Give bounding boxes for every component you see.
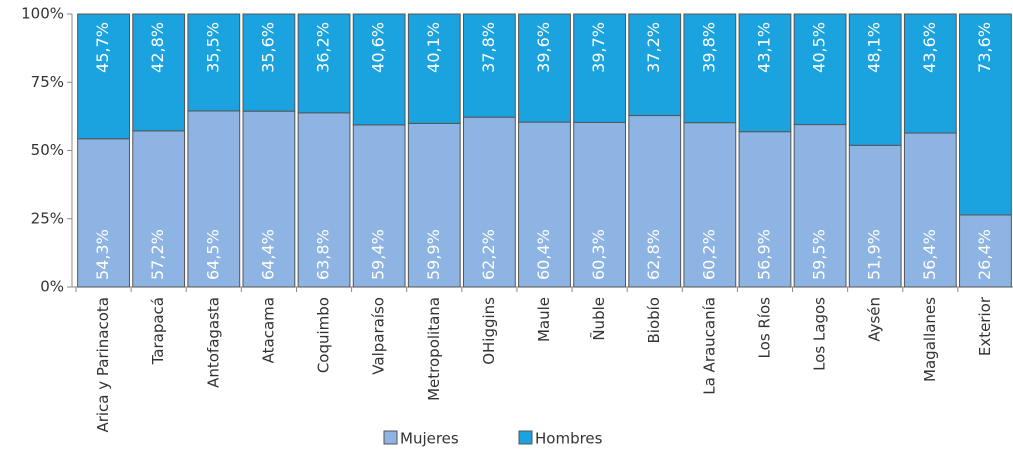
value-label: 43,1% xyxy=(754,22,773,73)
value-label: 35,5% xyxy=(203,22,222,73)
x-tick-label: OHiggins xyxy=(480,297,498,365)
bar-segment xyxy=(462,13,516,118)
bar-segment xyxy=(683,13,737,124)
bar-segment xyxy=(848,13,902,146)
value-label: 60,2% xyxy=(699,229,718,280)
value-label: 64,4% xyxy=(258,229,277,280)
bar-segment xyxy=(903,13,957,134)
value-label: 26,4% xyxy=(975,229,994,280)
bar-segment xyxy=(959,13,1012,216)
x-tick-label: Ñuble xyxy=(589,297,608,341)
x-tick-label: Biobío xyxy=(645,297,663,344)
value-label: 36,2% xyxy=(314,22,333,73)
value-label: 40,5% xyxy=(810,22,829,73)
bar-segment xyxy=(518,13,571,123)
bar-segment xyxy=(793,124,847,288)
value-label: 62,2% xyxy=(479,229,498,280)
value-label: 59,9% xyxy=(424,229,443,280)
value-label: 37,8% xyxy=(479,22,498,73)
legend-swatch xyxy=(518,430,533,445)
value-label: 45,7% xyxy=(93,22,112,73)
value-label: 42,8% xyxy=(148,22,167,73)
x-tick-label: Aysén xyxy=(866,297,884,342)
bar-segment xyxy=(187,13,241,112)
y-tick-label: 75% xyxy=(31,73,64,91)
bar-segment xyxy=(793,13,847,126)
x-tick-label: Atacama xyxy=(259,297,277,363)
x-tick-label: Valparaíso xyxy=(370,297,388,375)
value-label: 39,7% xyxy=(589,22,608,73)
value-label: 35,6% xyxy=(258,22,277,73)
x-tick-label: Metropolitana xyxy=(425,297,443,401)
bar-segment xyxy=(573,121,627,288)
bar-segment xyxy=(352,124,406,288)
bar-segment xyxy=(407,13,461,124)
value-label: 39,6% xyxy=(534,22,553,73)
y-tick-label: 100% xyxy=(21,5,64,23)
x-tick-label: Coquimbo xyxy=(315,297,333,373)
value-label: 51,9% xyxy=(865,229,884,280)
bar-segment xyxy=(573,13,627,123)
value-label: 56,4% xyxy=(920,229,939,280)
legend-swatch xyxy=(383,430,398,445)
value-label: 62,8% xyxy=(644,229,663,280)
value-label: 54,3% xyxy=(93,229,112,280)
bar-segment xyxy=(683,122,737,288)
x-tick-label: Tarapacá xyxy=(149,297,167,365)
x-tick-label: Los Lagos xyxy=(811,297,829,371)
x-tick-label: Los Ríos xyxy=(755,297,773,359)
bar-segment xyxy=(628,115,682,288)
bar-segment xyxy=(407,122,461,288)
value-label: 59,5% xyxy=(810,229,829,280)
bar-segment xyxy=(959,214,1012,288)
x-tick-label: Maule xyxy=(535,297,553,342)
y-tick-label: 0% xyxy=(40,278,64,296)
x-tick-label: Antofagasta xyxy=(204,297,222,388)
bar-segment xyxy=(297,112,351,288)
value-label: 39,8% xyxy=(699,22,718,73)
value-label: 73,6% xyxy=(975,22,994,73)
bar-segment xyxy=(187,110,241,288)
y-tick-label: 25% xyxy=(31,209,64,227)
bar-segment xyxy=(628,13,682,117)
value-label: 43,6% xyxy=(920,22,939,73)
bar-segment xyxy=(352,13,406,126)
bar-segment xyxy=(462,116,516,288)
value-label: 59,4% xyxy=(369,229,388,280)
bar-segment xyxy=(132,13,186,132)
value-label: 60,4% xyxy=(534,229,553,280)
value-label: 60,3% xyxy=(589,229,608,280)
legend-label: Hombres xyxy=(535,430,603,448)
bar-segment xyxy=(738,13,792,133)
x-tick-label: Arica y Parinacota xyxy=(94,297,112,433)
value-label: 56,9% xyxy=(754,229,773,280)
legend-label: Mujeres xyxy=(400,430,459,448)
bar-segment xyxy=(242,13,296,112)
value-label: 57,2% xyxy=(148,229,167,280)
x-tick-label: Magallanes xyxy=(921,297,939,382)
bar-segment xyxy=(132,130,186,288)
x-tick-label: Exterior xyxy=(976,296,994,356)
bar-segment xyxy=(77,13,130,140)
bar-segment xyxy=(518,121,571,288)
bar-segment xyxy=(738,131,792,288)
y-tick-label: 50% xyxy=(31,141,64,159)
x-tick-label: La Araucanía xyxy=(700,297,718,395)
bar-segment xyxy=(903,132,957,288)
value-label: 37,2% xyxy=(644,22,663,73)
bar-segment xyxy=(297,13,351,114)
bar-segment xyxy=(77,138,130,288)
value-label: 40,6% xyxy=(369,22,388,73)
bar-segment xyxy=(242,110,296,288)
value-label: 40,1% xyxy=(424,22,443,73)
value-label: 63,8% xyxy=(314,229,333,280)
value-label: 64,5% xyxy=(203,229,222,280)
value-label: 48,1% xyxy=(865,22,884,73)
